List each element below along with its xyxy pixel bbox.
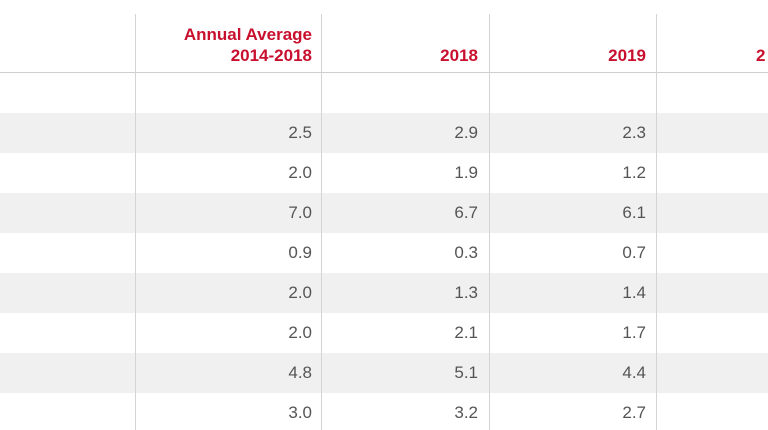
table-cell: 2.1: [454, 323, 478, 342]
table-cell: 3.2: [454, 403, 478, 422]
column-divider: [321, 14, 322, 430]
table-cell: 6.7: [454, 203, 478, 222]
table-cell: 0.3: [454, 243, 478, 262]
table-cell: 0.9: [288, 243, 312, 262]
column-header-annual-average: Annual Average 2014-2018: [140, 24, 312, 66]
table-cell: 2.7: [622, 403, 646, 422]
table-cell: 2.3: [622, 123, 646, 142]
table-cell: 1.9: [454, 163, 478, 182]
table-row: 7.0 6.7 6.1: [0, 193, 768, 233]
table-cell: 6.1: [622, 203, 646, 222]
table-cell: 1.3: [454, 283, 478, 302]
table-cell: [326, 73, 478, 113]
table-cell: 2.9: [454, 123, 478, 142]
table-cell: 2.0: [288, 163, 312, 182]
table-cell: 1.4: [622, 283, 646, 302]
table-cell: 2.0: [288, 323, 312, 342]
table-cell: 4.8: [288, 363, 312, 382]
column-header-partial: 2: [756, 45, 768, 66]
column-divider: [489, 14, 490, 430]
table-row: 0.9 0.3 0.7: [0, 233, 768, 273]
table-row: 2.0 1.3 1.4: [0, 273, 768, 313]
table-cell: 7.0: [288, 203, 312, 222]
table-cell: [140, 73, 312, 113]
table-header: Annual Average 2014-2018 2018 2019 2: [0, 0, 768, 73]
column-header-line: 2: [756, 46, 766, 65]
column-header-line: 2018: [440, 46, 478, 65]
column-header-line: 2019: [608, 46, 646, 65]
column-header-2019: 2019: [494, 45, 646, 66]
table-row: 4.8 5.1 4.4: [0, 353, 768, 393]
table-cell: 4.4: [622, 363, 646, 382]
column-divider: [135, 14, 136, 430]
table-row: [0, 73, 768, 113]
column-header-2018: 2018: [326, 45, 478, 66]
table-cell: 5.1: [454, 363, 478, 382]
table-row: 2.5 2.9 2.3: [0, 113, 768, 153]
table-row: 2.0 1.9 1.2: [0, 153, 768, 193]
table-cell: [494, 73, 646, 113]
table-cell: 1.2: [622, 163, 646, 182]
column-header-line: Annual Average: [183, 25, 312, 44]
table-cell: 0.7: [622, 243, 646, 262]
table-cell: 1.7: [622, 323, 646, 342]
table-cell: 2.5: [288, 123, 312, 142]
table-cell: 2.0: [288, 283, 312, 302]
table-row: 3.0 3.2 2.7: [0, 393, 768, 430]
table-row: 2.0 2.1 1.7: [0, 313, 768, 353]
column-header-line: 2014-2018: [230, 46, 312, 65]
column-divider: [656, 14, 657, 430]
table-cell: 3.0: [288, 403, 312, 422]
